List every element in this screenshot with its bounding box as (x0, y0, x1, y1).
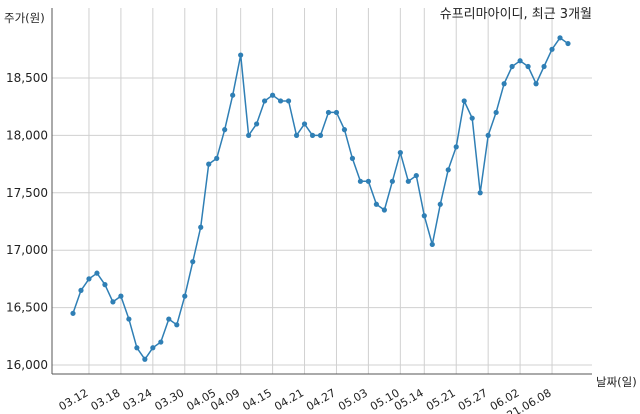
x-tick-label: 05.27 (456, 386, 490, 413)
data-point (238, 52, 244, 58)
data-point (222, 127, 228, 133)
data-point (461, 98, 467, 104)
data-point (254, 121, 260, 127)
data-point (373, 201, 379, 207)
data-point (134, 345, 140, 351)
data-point (246, 132, 252, 138)
data-point (102, 282, 108, 288)
data-point (269, 92, 276, 98)
x-tick-label: 05.21 (424, 386, 458, 413)
x-axis-label: 날짜(일) (596, 375, 637, 389)
data-point (206, 161, 212, 167)
y-tick-label: 18,500 (6, 71, 48, 85)
data-point (126, 316, 132, 322)
data-point (78, 287, 84, 293)
x-tick-label: 03.30 (152, 386, 186, 413)
y-tick-label: 17,000 (6, 243, 48, 257)
data-point (565, 40, 571, 47)
data-point (301, 121, 308, 127)
data-point (389, 178, 395, 184)
data-point (262, 98, 268, 104)
data-point (509, 63, 515, 70)
data-point (437, 201, 443, 207)
data-point (70, 310, 76, 316)
data-point (293, 132, 300, 138)
price-series (70, 35, 571, 362)
data-point (325, 109, 332, 116)
data-point (397, 150, 403, 156)
data-point (142, 356, 148, 362)
y-tick-label: 16,500 (6, 301, 48, 315)
data-point (453, 144, 459, 150)
data-point (541, 63, 547, 70)
data-point (357, 178, 364, 184)
x-tick-label: 04.27 (304, 386, 338, 413)
data-point (469, 115, 475, 121)
data-point (517, 58, 523, 64)
data-point (198, 224, 204, 230)
data-point (277, 98, 284, 104)
x-tick-label: 04.15 (240, 386, 274, 413)
data-point (150, 345, 156, 351)
y-tick-label: 16,000 (6, 358, 48, 372)
y-tick-labels: 16,000 16,500 17,000 17,500 18,000 18,500 (6, 71, 48, 372)
data-point (533, 81, 539, 87)
axes (51, 8, 592, 375)
data-point (317, 132, 324, 138)
x-tick-label: 03.12 (57, 386, 91, 413)
data-point (214, 155, 220, 161)
chart-title: 슈프리마아이디, 최근 3개월 (440, 7, 592, 22)
data-point (381, 207, 387, 213)
data-point (525, 63, 531, 70)
data-point (174, 322, 180, 328)
data-point (413, 172, 419, 179)
price-line (72, 37, 569, 361)
grid-lines (52, 8, 592, 374)
data-point (333, 109, 340, 116)
data-point (182, 293, 188, 299)
data-point (110, 299, 116, 305)
data-point (166, 316, 172, 322)
x-tick-labels: 03.1203.1803.2403.3004.0504.0904.1504.21… (57, 386, 554, 414)
data-point (118, 293, 124, 299)
data-point (429, 241, 435, 248)
data-point (285, 98, 292, 104)
data-point (365, 178, 372, 184)
y-tick-label: 18,000 (6, 128, 48, 142)
data-point (94, 270, 100, 276)
x-tick-label: 04.21 (272, 386, 306, 413)
data-point (86, 276, 92, 282)
y-axis-label: 주가(원) (4, 11, 45, 25)
data-point (405, 178, 411, 184)
data-point (341, 127, 348, 133)
x-tick-label: 03.24 (121, 386, 155, 413)
data-point (445, 167, 451, 173)
data-point (421, 213, 427, 219)
data-point (309, 132, 316, 138)
x-tick-label: 05.03 (336, 386, 370, 413)
data-point (549, 46, 555, 52)
data-point (349, 155, 356, 161)
data-point (493, 109, 499, 116)
data-point (557, 35, 563, 41)
data-point (158, 339, 164, 345)
data-point (477, 190, 483, 196)
y-tick-label: 17,500 (6, 186, 48, 200)
x-tick-label: 03.18 (89, 386, 123, 413)
data-point (190, 259, 196, 265)
data-point (501, 81, 507, 87)
data-point (485, 132, 491, 138)
data-point (230, 92, 236, 98)
